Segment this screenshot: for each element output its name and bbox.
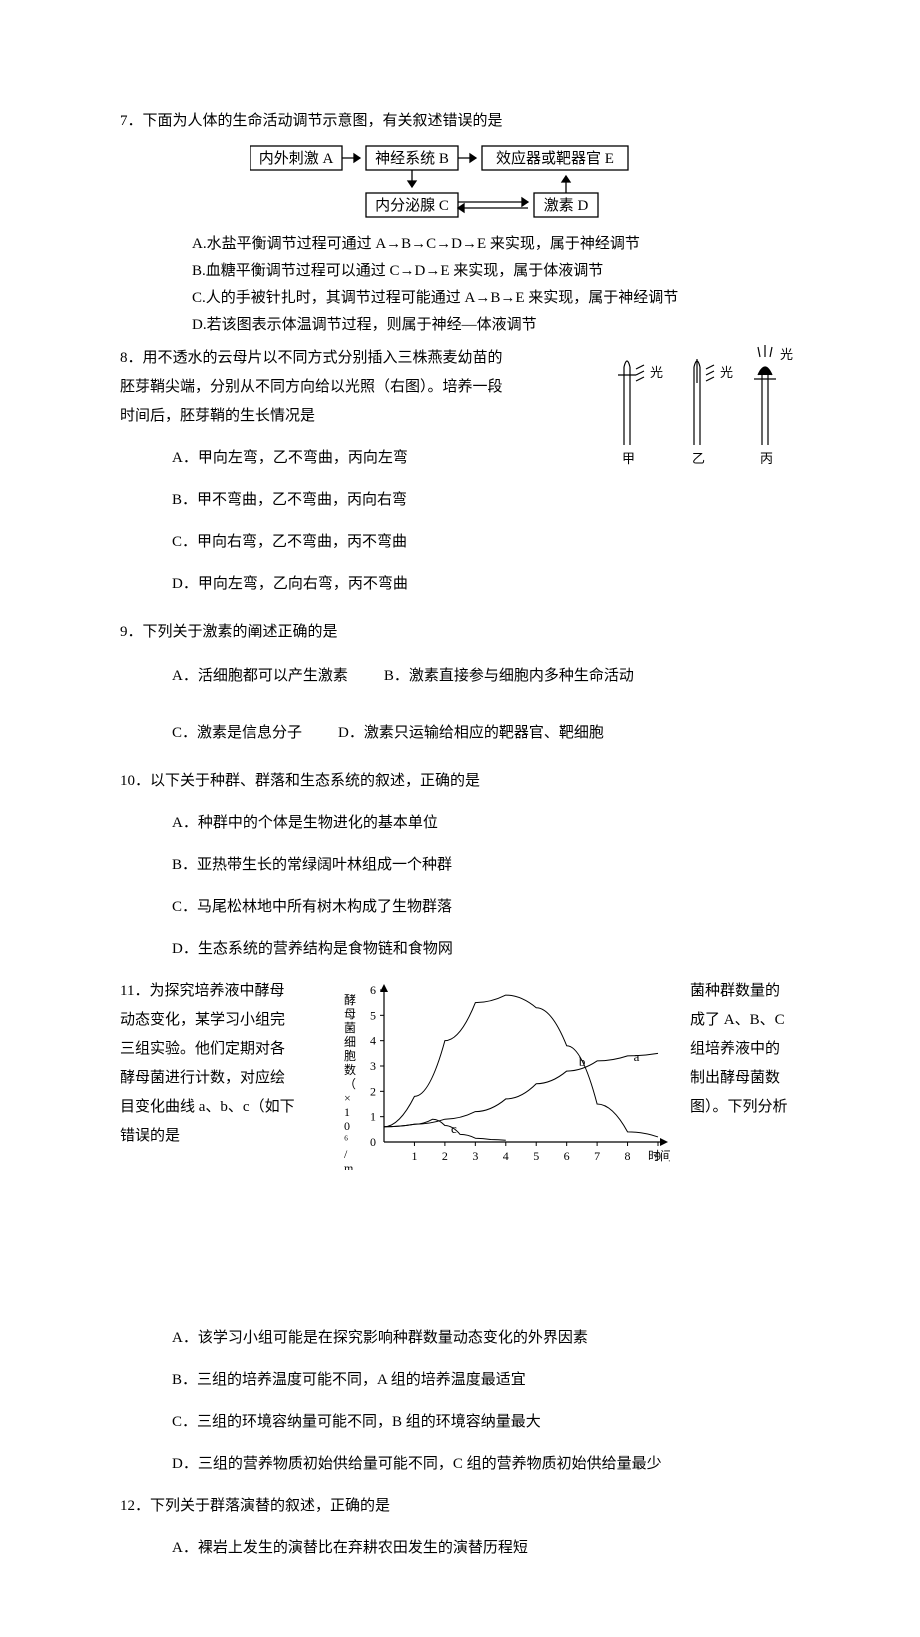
svg-text:×: ×	[344, 1091, 351, 1105]
q11-l6: 错误的是	[120, 1123, 310, 1150]
q11-l3: 三组实验。他们定期对各	[120, 1036, 310, 1063]
q8-opt-d: D．甲向左弯，乙向右弯，丙不弯曲	[172, 571, 584, 598]
q8-figure: 光 光 光 甲 乙 丙	[600, 345, 800, 495]
q11-r1: 菌种群数量的	[690, 978, 800, 1005]
svg-text:0: 0	[344, 1119, 350, 1133]
q9-stem: 9．下列关于激素的阐述正确的是	[120, 619, 800, 646]
svg-text:1: 1	[411, 1149, 417, 1163]
svg-text:2: 2	[442, 1149, 448, 1163]
q8-label-light3: 光	[780, 347, 793, 362]
q9-opt-b: B．激素直接参与细胞内多种生命活动	[384, 663, 634, 690]
svg-text:胞: 胞	[344, 1049, 356, 1063]
q11-opt-d: D．三组的营养物质初始供给量可能不同，C 组的营养物质初始供给量最少	[172, 1451, 800, 1478]
q8-label-light2: 光	[720, 365, 733, 380]
svg-text:/: /	[344, 1147, 348, 1161]
q8-opt-c: C．甲向右弯，乙不弯曲，丙不弯曲	[172, 529, 584, 556]
q12-stem: 12．下列关于群落演替的叙述，正确的是	[120, 1493, 800, 1520]
svg-text:3: 3	[472, 1149, 478, 1163]
svg-text:4: 4	[503, 1149, 509, 1163]
q11-r4: 制出酵母菌数	[690, 1065, 800, 1092]
q9-opt-d: D．激素只运输给相应的靶器官、靶细胞	[338, 720, 604, 747]
svg-text:3: 3	[370, 1059, 376, 1073]
q7-box5: 激素 D	[544, 197, 589, 214]
q8-stem-3: 时间后，胚芽鞘的生长情况是	[120, 403, 584, 430]
svg-text:⁶: ⁶	[344, 1133, 348, 1147]
svg-text:母: 母	[344, 1007, 356, 1021]
q8-stem-2: 胚芽鞘尖端，分别从不同方向给以光照（右图）。培养一段	[120, 374, 584, 401]
svg-text:1: 1	[370, 1110, 376, 1124]
q8-label-light1: 光	[650, 365, 663, 380]
q11-r5: 图）。下列分析	[690, 1094, 800, 1121]
q12-opt-a: A．裸岩上发生的演替比在弃耕农田发生的演替历程短	[172, 1535, 800, 1562]
q11-opt-b: B．三组的培养温度可能不同，A 组的培养温度最适宜	[172, 1367, 800, 1394]
svg-text:6: 6	[564, 1149, 570, 1163]
svg-text:数: 数	[344, 1062, 356, 1077]
svg-text:（: （	[344, 1077, 356, 1091]
q7-box2: 神经系统 B	[375, 150, 449, 167]
q7-opt-b: B.血糖平衡调节过程可以通过 C→D→E 来实现，属于体液调节	[192, 258, 800, 285]
q8-stem-1: 8．用不透水的云母片以不同方式分别插入三株燕麦幼苗的	[120, 345, 584, 372]
q7-box3: 效应器或靶器官 E	[496, 149, 614, 167]
q7-stem: 7．下面为人体的生命活动调节示意图，有关叙述错误的是	[120, 108, 800, 135]
q8-label-a: 甲	[622, 451, 635, 466]
svg-text:c: c	[451, 1121, 457, 1136]
q7-box1: 内外刺激 A	[259, 150, 334, 167]
svg-text:7: 7	[594, 1149, 600, 1163]
q11-l2: 动态变化，某学习小组完	[120, 1007, 310, 1034]
q8-label-c: 丙	[760, 451, 773, 466]
q7-diagram: 内外刺激 A 神经系统 B 效应器或靶器官 E 内分泌腺 C 激素 D	[120, 141, 800, 221]
svg-text:5: 5	[533, 1149, 539, 1163]
svg-text:6: 6	[370, 983, 376, 997]
q10-stem: 10．以下关于种群、群落和生态系统的叙述，正确的是	[120, 768, 800, 795]
q11-r3: 组培养液中的	[690, 1036, 800, 1063]
svg-text:1: 1	[344, 1105, 350, 1119]
q11-l4: 酵母菌进行计数，对应绘	[120, 1065, 310, 1092]
q7-box4: 内分泌腺 C	[375, 197, 449, 214]
svg-text:细: 细	[344, 1035, 356, 1049]
q9-opt-a: A．活细胞都可以产生激素	[172, 663, 348, 690]
svg-text:a: a	[634, 1049, 640, 1064]
svg-text:0: 0	[370, 1135, 376, 1149]
svg-text:时间/d: 时间/d	[648, 1149, 670, 1163]
q10-opt-c: C．马尾松林地中所有树木构成了生物群落	[172, 894, 800, 921]
q7-opt-c: C.人的手被针扎时，其调节过程可能通过 A→B→E 来实现，属于神经调节	[192, 285, 800, 312]
q11-l1: 11．为探究培养液中酵母	[120, 978, 310, 1005]
q10-opt-d: D．生态系统的营养结构是食物链和食物网	[172, 936, 800, 963]
q8-label-b: 乙	[692, 451, 705, 466]
svg-text:酵: 酵	[344, 993, 356, 1007]
q11-opt-c: C．三组的环境容纳量可能不同，B 组的环境容纳量最大	[172, 1409, 800, 1436]
svg-text:m: m	[344, 1161, 354, 1170]
q9-opt-c: C．激素是信息分子	[172, 720, 302, 747]
q11-l5: 目变化曲线 a、b、c（如下	[120, 1094, 310, 1121]
q7-opt-d: D.若该图表示体温调节过程，则属于神经—体液调节	[192, 312, 800, 339]
q11-opt-a: A．该学习小组可能是在探究影响种群数量动态变化的外界因素	[172, 1325, 800, 1352]
q11-chart: 1234560123456789酵母菌细胞数（×10⁶/mL）时间/dabc	[310, 980, 690, 1170]
svg-text:4: 4	[370, 1034, 376, 1048]
svg-text:2: 2	[370, 1084, 376, 1098]
q10-opt-a: A．种群中的个体是生物进化的基本单位	[172, 810, 800, 837]
q8-opt-b: B．甲不弯曲，乙不弯曲，丙向右弯	[172, 487, 584, 514]
svg-text:8: 8	[625, 1149, 631, 1163]
q11-r2: 成了 A、B、C	[690, 1007, 800, 1034]
q7-opt-a: A.水盐平衡调节过程可通过 A→B→C→D→E 来实现，属于神经调节	[192, 231, 800, 258]
svg-text:5: 5	[370, 1008, 376, 1022]
q10-opt-b: B．亚热带生长的常绿阔叶林组成一个种群	[172, 852, 800, 879]
q8-opt-a: A．甲向左弯，乙不弯曲，丙向左弯	[172, 445, 584, 472]
svg-text:菌: 菌	[344, 1021, 356, 1035]
svg-text:b: b	[579, 1054, 586, 1069]
